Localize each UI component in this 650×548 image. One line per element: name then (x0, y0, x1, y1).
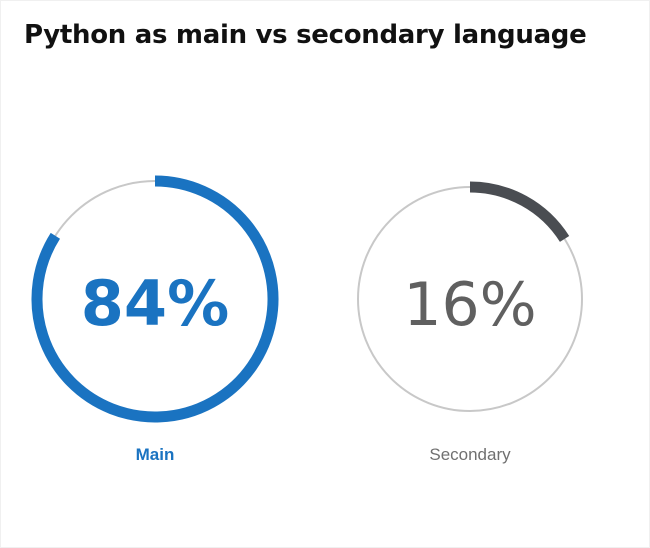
legend-label-main: Main (135, 445, 175, 464)
donut-main-arc (31, 175, 279, 423)
donut-main: 84% (31, 175, 279, 423)
chart-title: Python as main vs secondary language (24, 20, 587, 50)
donut-secondary: 16% (357, 181, 583, 412)
donut-main-value: 84% (81, 267, 229, 340)
legend-label-secondary: Secondary (429, 445, 511, 464)
donut-secondary-value: 16% (403, 270, 536, 340)
donut-secondary-arc (469, 181, 570, 243)
